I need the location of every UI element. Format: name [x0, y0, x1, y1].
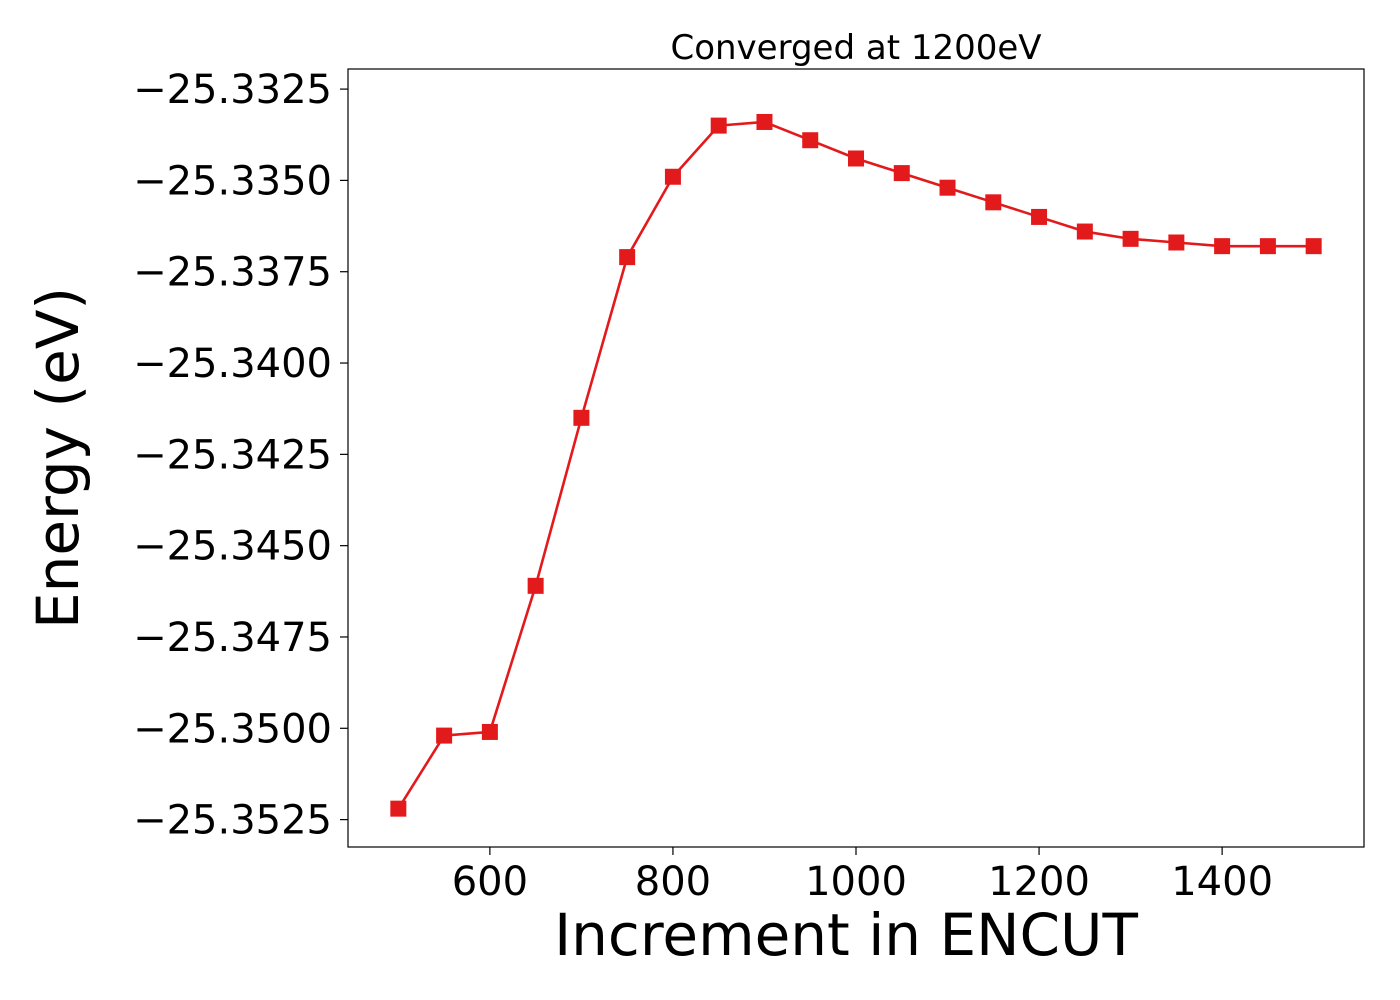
x-axis-title: Increment in ENCUT: [554, 901, 1138, 969]
y-tick-label: −25.3375: [133, 250, 332, 296]
y-axis-title: Energy (eV): [24, 287, 92, 629]
x-axis-ticks: 600 800 1000 1200 1400: [452, 847, 1273, 905]
data-point-marker: [390, 800, 407, 817]
data-point-marker: [710, 117, 727, 134]
y-tick-label: −25.3475: [133, 615, 332, 661]
data-point-marker: [1122, 230, 1139, 247]
data-point-marker: [527, 577, 544, 594]
data-point-marker: [481, 723, 498, 740]
data-point-marker: [1076, 223, 1093, 240]
chart-title: Converged at 1200eV: [670, 28, 1041, 68]
y-tick-label: −25.3350: [133, 158, 332, 204]
y-tick-label: −25.3325: [133, 67, 332, 113]
y-tick-label: −25.3400: [133, 341, 332, 387]
y-tick-label: −25.3425: [133, 432, 332, 478]
data-point-marker: [1214, 238, 1231, 255]
data-point-marker: [1031, 208, 1048, 225]
x-tick-label: 1200: [988, 859, 1090, 905]
data-point-marker: [664, 168, 681, 185]
data-point-marker: [756, 113, 773, 130]
y-tick-label: −25.3500: [133, 706, 332, 752]
data-point-marker: [848, 150, 864, 167]
data-point-marker: [802, 132, 819, 149]
x-tick-label: 1400: [1171, 859, 1273, 905]
y-axis-ticks: −25.3325 −25.3350 −25.3375 −25.3400 −25.3425…: [133, 67, 348, 844]
data-point-marker: [619, 249, 636, 266]
y-tick-label: −25.3450: [133, 524, 332, 570]
data-point-marker: [939, 179, 956, 196]
plot-area-frame: [347, 68, 1365, 848]
x-tick-label: 1000: [805, 859, 907, 905]
data-point-marker: [1259, 238, 1276, 255]
data-point-marker: [1168, 234, 1185, 251]
data-point-marker: [1305, 238, 1322, 255]
y-tick-label: −25.3525: [133, 798, 332, 844]
series-line-0: [397, 120, 1314, 810]
series-layer: [390, 113, 1322, 817]
data-point-marker: [985, 194, 1002, 211]
data-point-marker: [893, 165, 910, 182]
x-tick-label: 800: [635, 859, 711, 905]
data-point-marker: [436, 727, 453, 744]
x-tick-label: 600: [452, 859, 528, 905]
data-point-marker: [573, 409, 590, 426]
